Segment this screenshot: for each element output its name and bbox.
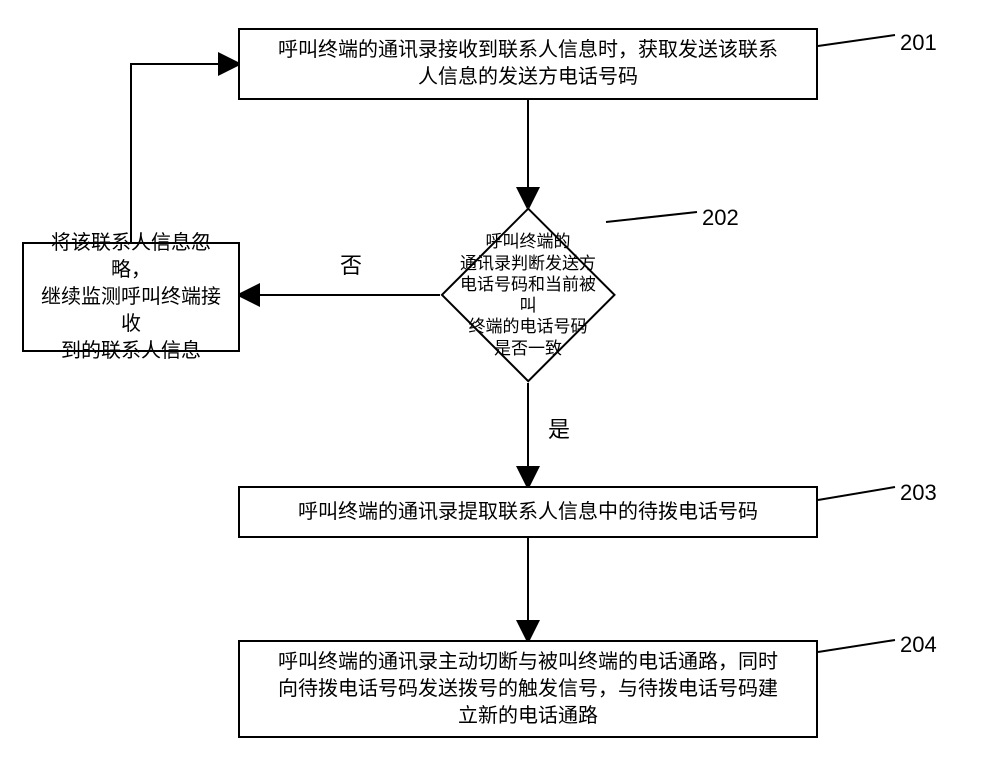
edge-label-text: 是	[548, 417, 570, 442]
flow-node-text: 呼叫终端的通讯录接收到联系人信息时，获取发送该联系人信息的发送方电话号码	[278, 37, 778, 91]
step-label-text: 201	[900, 30, 937, 55]
edge-label-no: 否	[340, 248, 362, 280]
step-label-n204: 204	[900, 632, 937, 658]
step-label-n202: 202	[702, 205, 739, 231]
step-label-n203: 203	[900, 480, 937, 506]
flow-node-text: 呼叫终端的通讯录提取联系人信息中的待拨电话号码	[298, 499, 758, 526]
flow-node-n201: 呼叫终端的通讯录接收到联系人信息时，获取发送该联系人信息的发送方电话号码	[238, 28, 818, 100]
flow-node-n203: 呼叫终端的通讯录提取联系人信息中的待拨电话号码	[238, 486, 818, 538]
flow-node-nIgnore: 将该联系人信息忽略，继续监测呼叫终端接收到的联系人信息	[22, 242, 240, 352]
step-label-text: 202	[702, 205, 739, 230]
step-label-text: 204	[900, 632, 937, 657]
edge-label-text: 否	[340, 253, 362, 278]
edge-label-yes: 是	[548, 412, 570, 444]
flowchart-canvas: 呼叫终端的通讯录接收到联系人信息时，获取发送该联系人信息的发送方电话号码 201 将…	[0, 0, 1000, 761]
flow-node-text: 呼叫终端的通讯录主动切断与被叫终端的电话通路，同时向待拨电话号码发送拨号的触发信…	[278, 649, 778, 730]
flow-node-n204: 呼叫终端的通讯录主动切断与被叫终端的电话通路，同时向待拨电话号码发送拨号的触发信…	[238, 640, 818, 738]
step-label-text: 203	[900, 480, 937, 505]
flow-node-text: 呼叫终端的通讯录判断发送方电话号码和当前被叫终端的电话号码是否一致	[458, 231, 598, 359]
step-label-n201: 201	[900, 30, 937, 56]
flow-node-text: 将该联系人信息忽略，继续监测呼叫终端接收到的联系人信息	[34, 230, 228, 365]
flow-node-n202: 呼叫终端的通讯录判断发送方电话号码和当前被叫终端的电话号码是否一致	[440, 207, 616, 383]
